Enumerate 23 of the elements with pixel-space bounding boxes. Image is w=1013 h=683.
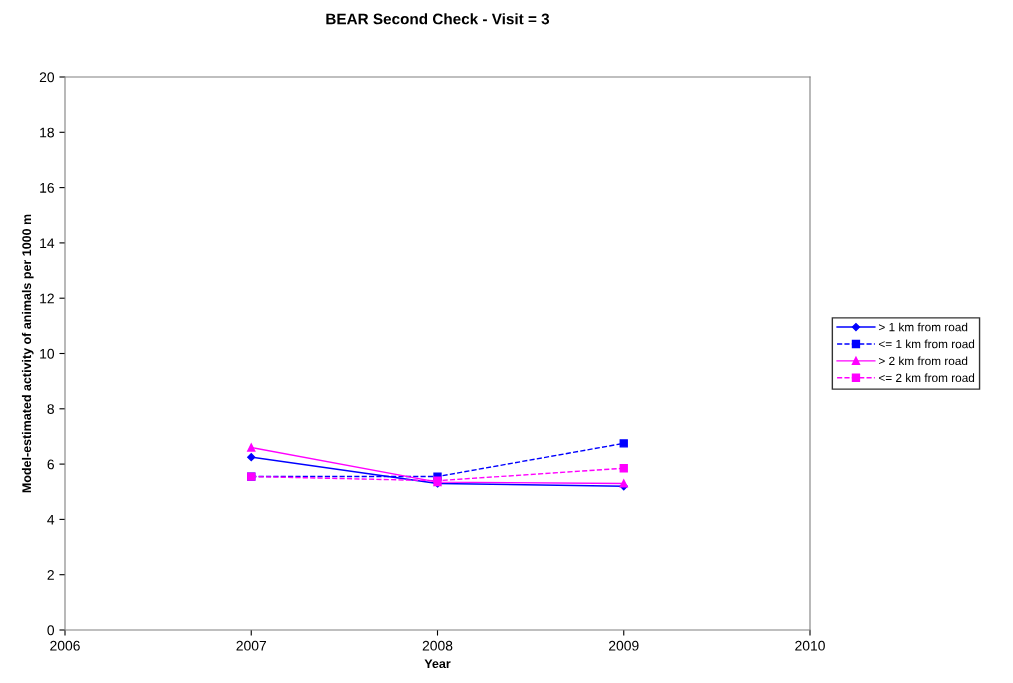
chart-title: BEAR Second Check - Visit = 3 — [326, 13, 550, 25]
legend-label: > 2 km from road — [878, 356, 968, 366]
x-tick-label: 2006 — [50, 640, 80, 651]
y-tick-label: 2 — [47, 570, 54, 580]
y-tick-label: 4 — [47, 514, 55, 525]
legend-label: <= 1 km from road — [878, 339, 975, 349]
y-tick-label: 18 — [40, 127, 54, 138]
y-tick-label: 6 — [47, 459, 54, 470]
y-axis-title: Model-estimated activity of animals per 1000 m — [21, 214, 34, 493]
y-tick-label: 16 — [40, 182, 54, 193]
legend-label: > 1 km from road — [878, 322, 968, 332]
y-tick-label: 12 — [40, 293, 54, 304]
y-tick-label: 14 — [40, 238, 55, 248]
x-axis-title: Year — [424, 659, 451, 669]
y-tick-label: 8 — [47, 404, 54, 414]
y-tick-label: 0 — [47, 625, 55, 636]
y-tick-label: 20 — [39, 72, 55, 83]
x-tick-label: 2007 — [236, 640, 266, 651]
y-tick-label: 10 — [40, 348, 55, 359]
x-tick-label: 2008 — [422, 640, 453, 651]
x-tick-label: 2010 — [795, 640, 825, 651]
x-tick-label: 2009 — [609, 640, 639, 651]
legend-label: <= 2 km from road — [878, 373, 975, 383]
